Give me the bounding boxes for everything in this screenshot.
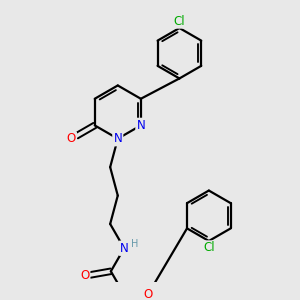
Text: O: O xyxy=(67,133,76,146)
Text: H: H xyxy=(131,239,139,249)
Text: N: N xyxy=(120,242,128,255)
Text: Cl: Cl xyxy=(174,14,185,28)
Text: N: N xyxy=(113,132,122,145)
Text: O: O xyxy=(80,269,89,282)
Text: Cl: Cl xyxy=(203,242,215,254)
Text: O: O xyxy=(143,288,153,300)
Text: N: N xyxy=(136,119,145,132)
